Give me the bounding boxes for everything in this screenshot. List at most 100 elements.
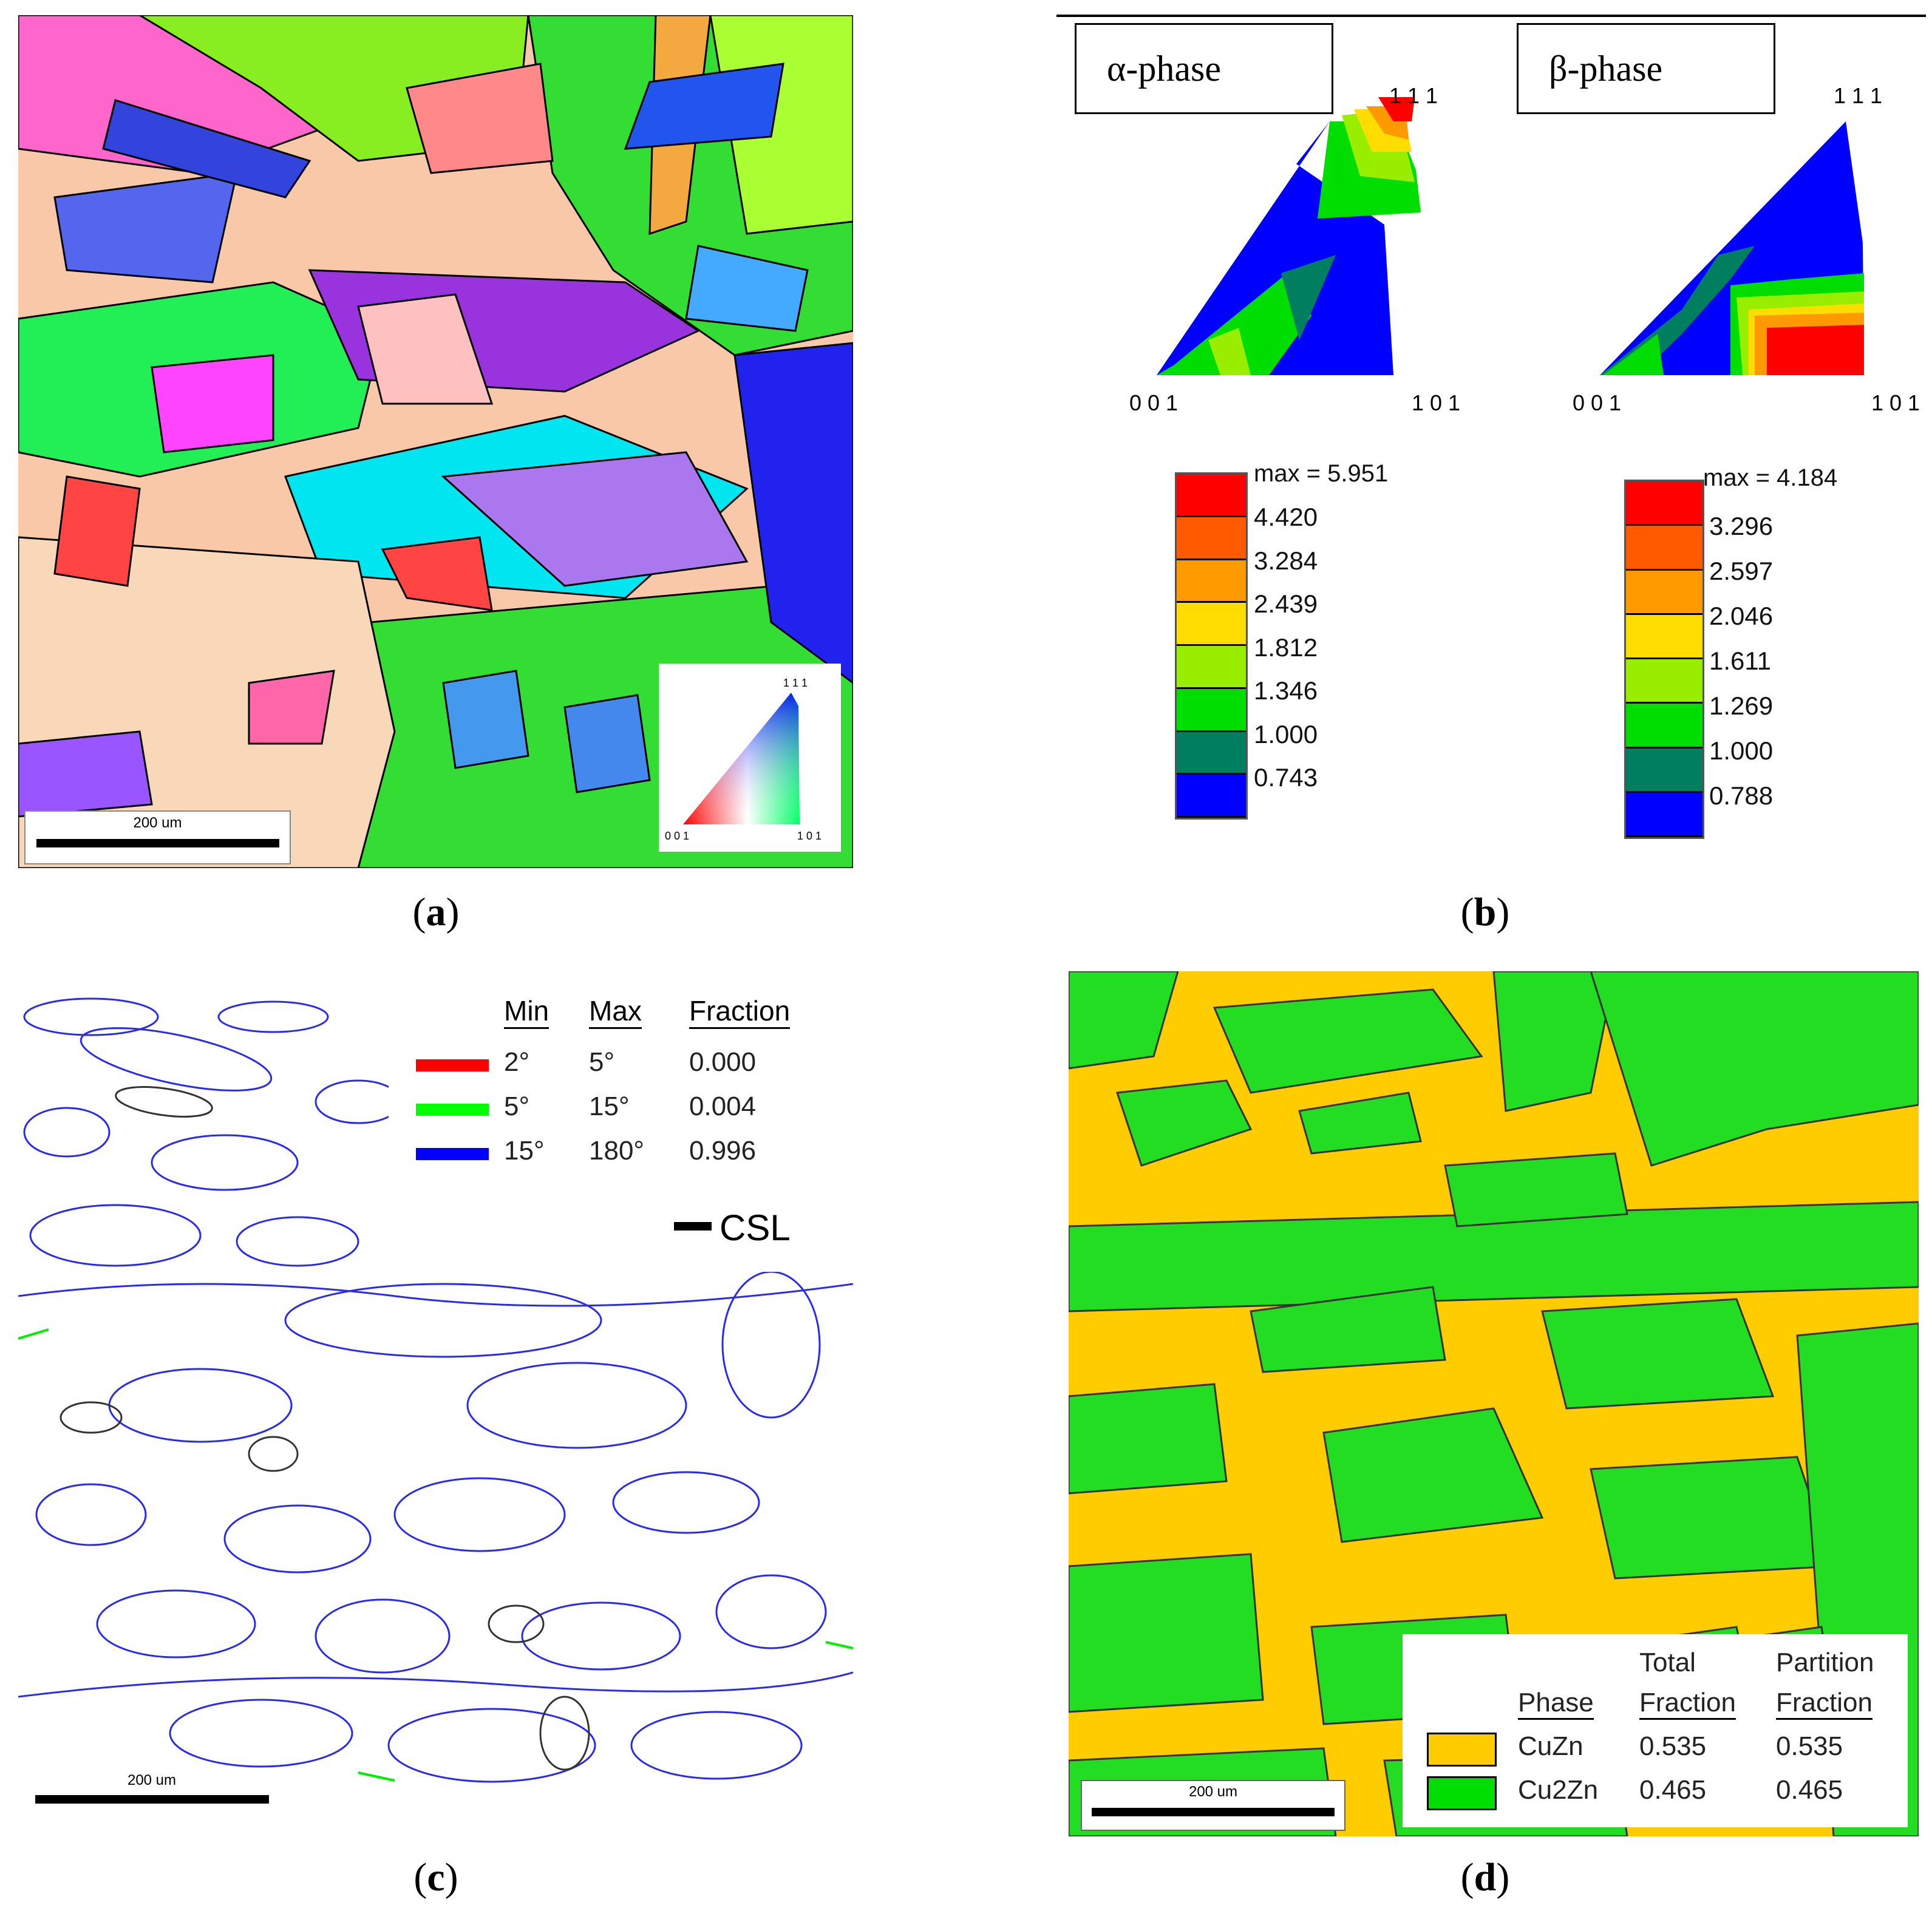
phase-partition: 0.465 [1776, 1775, 1843, 1805]
alpha-ipf-triangle: 1 1 1 0 0 1 1 0 1 [1129, 83, 1460, 415]
alpha-legend-swatch [1177, 603, 1246, 646]
phase-swatch [1427, 1733, 1497, 1767]
alpha-legend-level: 2.439 [1254, 589, 1318, 618]
beta-legend-swatch [1626, 614, 1702, 659]
alpha-legend-level: 1.346 [1254, 676, 1318, 705]
phase-swatch [1427, 1776, 1497, 1810]
scale-bar-box-c: 200 um [24, 1770, 279, 1817]
csl-swatch [674, 1222, 712, 1231]
key-label-001: 0 0 1 [665, 830, 689, 842]
beta-legend-level: 1.000 [1709, 736, 1774, 765]
beta-ipf-triangle: 1 1 1 0 0 1 1 0 1 [1573, 83, 1920, 415]
boundary-header-fraction: Fraction [689, 994, 791, 1029]
beta-legend: max = 4.184 3.296 2.597 2.046 1.611 1.269 1.0… [1624, 464, 1885, 839]
scale-bar-line-d [1092, 1808, 1335, 1816]
alpha-title: α-phase [1107, 49, 1222, 89]
alpha-legend-max: max = 5.951 [1254, 460, 1389, 487]
alpha-legend-level: 3.284 [1254, 546, 1318, 575]
alpha-legend-swatch [1177, 474, 1246, 517]
beta-legend-swatch [1626, 481, 1702, 526]
beta-title: β-phase [1549, 49, 1663, 89]
beta-legend-swatch [1626, 526, 1702, 571]
panel-a-ipf-map: 200 um 1 1 1 0 0 1 1 0 1 [18, 15, 853, 868]
alpha-legend: max = 5.951 4.420 3.284 2.439 1.812 1.346 1.0… [1175, 460, 1436, 824]
phase-header-partition-fraction: Fraction [1776, 1688, 1872, 1720]
phase-header-phase: Phase [1518, 1688, 1594, 1720]
key-label-111: 1 1 1 [783, 677, 808, 689]
beta-legend-bar [1624, 480, 1704, 839]
alpha-legend-level: 0.743 [1254, 763, 1318, 792]
boundary-max: 180° [589, 1136, 645, 1166]
alpha-legend-level: 1.812 [1254, 633, 1318, 662]
alpha-legend-swatch [1177, 646, 1246, 689]
panel-b-top-rule [1056, 15, 1926, 17]
caption-d: (d) [1460, 1855, 1510, 1900]
phase-header-total: Total [1639, 1648, 1696, 1677]
phase-total: 0.465 [1639, 1775, 1707, 1805]
alpha-label-001: 0 0 1 [1129, 390, 1178, 415]
alpha-legend-swatch [1177, 732, 1246, 775]
scale-bar-line-c [35, 1795, 269, 1804]
boundary-fraction: 0.000 [689, 1047, 757, 1077]
beta-label-001: 0 0 1 [1573, 390, 1621, 415]
alpha-legend-swatch [1177, 688, 1246, 732]
beta-legend-swatch [1626, 704, 1702, 749]
beta-label-111: 1 1 1 [1834, 83, 1882, 108]
boundary-fraction: 0.996 [689, 1136, 757, 1166]
boundary-min: 2° [504, 1047, 530, 1077]
key-label-101: 1 0 1 [797, 830, 821, 842]
beta-legend-swatch [1626, 659, 1702, 704]
caption-b: (b) [1460, 890, 1510, 934]
scale-bar-label-d: 200 um [1188, 1784, 1238, 1800]
phase-total: 0.535 [1639, 1731, 1707, 1761]
alpha-legend-level: 4.420 [1254, 503, 1318, 531]
alpha-legend-swatch [1177, 560, 1246, 603]
caption-c: (c) [413, 1855, 458, 1900]
phase-phase: Cu2Zn [1518, 1775, 1599, 1805]
beta-legend-level: 0.788 [1709, 781, 1774, 810]
boundary-map-image [18, 997, 853, 1783]
beta-legend-swatch [1626, 792, 1702, 837]
beta-legend-max: max = 4.184 [1703, 464, 1838, 491]
scale-bar-label: 200 um [133, 815, 182, 831]
boundary-swatch [416, 1104, 489, 1116]
beta-legend-level: 1.269 [1709, 691, 1774, 720]
boundary-legend: Min Max Fraction 2° 5° 0.000 5° 15° 0.004 15° 1… [389, 983, 829, 1272]
csl-label: CSL [719, 1207, 791, 1248]
boundary-min: 15° [504, 1136, 545, 1166]
phase-header-total-fraction: Fraction [1639, 1688, 1736, 1720]
alpha-label-111: 1 1 1 [1389, 83, 1438, 108]
alpha-legend-swatch [1177, 517, 1246, 560]
boundary-swatch [416, 1148, 489, 1160]
boundary-min: 5° [504, 1092, 530, 1121]
beta-legend-level: 1.611 [1709, 647, 1771, 675]
scale-bar-box: 200 um [24, 810, 291, 864]
beta-title-box: β-phase [1517, 23, 1775, 114]
panel-c-boundary-map: Min Max Fraction 2° 5° 0.000 5° 15° 0.004 15° 1… [18, 980, 853, 1821]
beta-legend-level: 3.296 [1709, 512, 1774, 540]
boundary-header-max: Max [589, 994, 642, 1029]
beta-label-101: 1 0 1 [1871, 390, 1920, 415]
beta-legend-level: 2.597 [1709, 557, 1774, 585]
alpha-label-101: 1 0 1 [1412, 390, 1460, 415]
alpha-legend-swatch [1177, 775, 1246, 818]
beta-legend-swatch [1626, 748, 1702, 793]
phase-partition: 0.535 [1776, 1731, 1843, 1761]
phase-header-partition: Partition [1776, 1648, 1874, 1677]
boundary-fraction: 0.004 [689, 1092, 757, 1121]
alpha-title-box: α-phase [1075, 23, 1333, 114]
panel-d-phase-map: Total Partition Phase Fraction Fraction … [1069, 971, 1919, 1836]
panel-b-pole-figures: α-phase 1 1 1 0 0 1 1 0 1 β-phase 1 1 1 … [1056, 0, 1932, 862]
ipf-color-key: 1 1 1 0 0 1 1 0 1 [659, 664, 841, 852]
alpha-legend-level: 1.000 [1254, 719, 1318, 749]
alpha-legend-bar [1175, 472, 1248, 820]
boundary-max: 15° [589, 1092, 630, 1121]
phase-phase: CuZn [1518, 1731, 1583, 1761]
caption-a: (a) [412, 890, 460, 934]
beta-legend-swatch [1626, 570, 1702, 615]
scale-bar-line [36, 839, 279, 847]
scale-bar-label-c: 200 um [127, 1772, 177, 1788]
phase-legend: Total Partition Phase Fraction Fraction … [1403, 1634, 1908, 1827]
boundary-header-min: Min [504, 994, 549, 1029]
boundary-max: 5° [589, 1047, 615, 1077]
